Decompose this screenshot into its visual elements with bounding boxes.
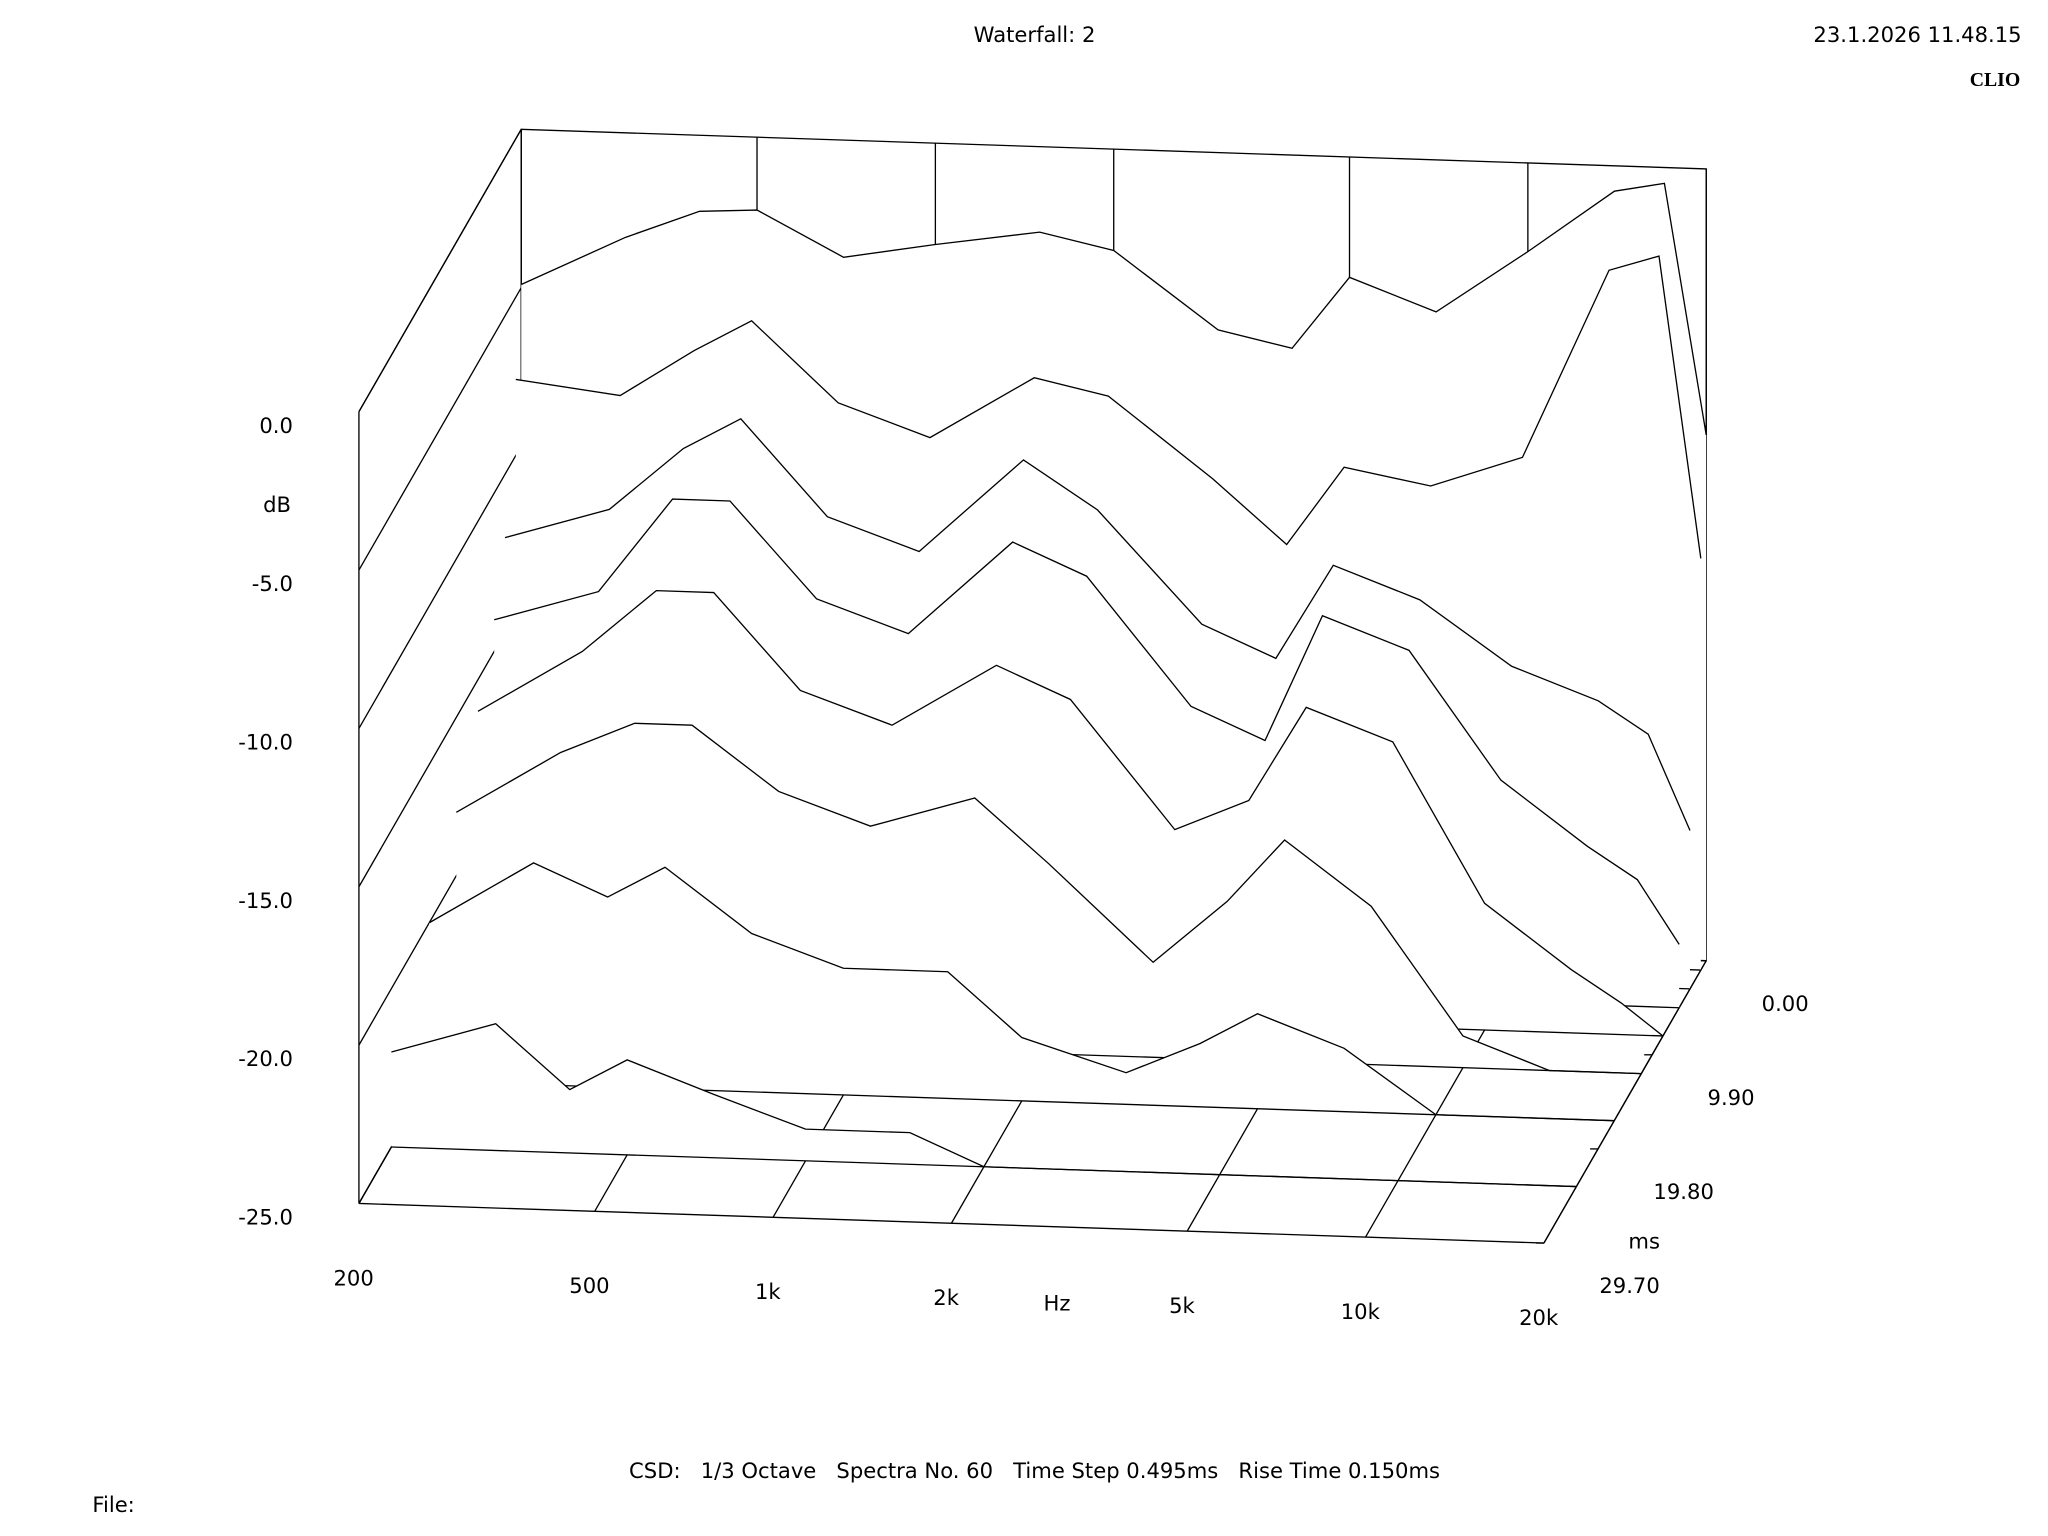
chart-title: Waterfall: 2	[974, 22, 1096, 47]
plot	[391, 182, 1707, 1188]
x-tick-label: 10k	[1341, 1299, 1381, 1324]
footer: CSD: 1/3 Octave Spectra No. 60 Time Step…	[629, 1458, 1440, 1483]
spectrum	[515, 255, 1702, 559]
spectrum	[477, 589, 1664, 1037]
z-tick-label: -20.0	[238, 1046, 293, 1071]
z-tick-label: -15.0	[238, 888, 293, 913]
spectrum	[428, 862, 1615, 1122]
z-tick-label: 0.0	[259, 413, 293, 438]
spectrum	[455, 722, 1642, 1075]
z-grid-line	[358, 445, 522, 729]
spectrum	[391, 1023, 1577, 1188]
y-tick-label: 19.80	[1653, 1179, 1713, 1204]
z-tick-label: -5.0	[252, 571, 293, 596]
z-grid-line	[358, 128, 522, 413]
x-axis-label: Hz	[1044, 1290, 1071, 1315]
x-tick-label: 20k	[1519, 1305, 1559, 1330]
spectrum-occluder	[391, 1023, 1577, 1187]
timestamp: 23.1.2026 11.48.15	[1813, 22, 2021, 47]
x-tick-label: 200	[334, 1265, 374, 1290]
spectrum	[494, 498, 1680, 945]
z-tick-label: -10.0	[238, 730, 293, 755]
z-axis-label: dB	[263, 492, 291, 517]
brand: CLIO	[1970, 69, 2021, 91]
spectrum	[504, 417, 1691, 831]
spectrum	[520, 182, 1707, 436]
spectrum-occluder	[429, 862, 1615, 1121]
z-tick-label: -25.0	[238, 1205, 293, 1230]
y-tick-label: 29.70	[1599, 1273, 1659, 1298]
y-tick-label: 9.90	[1708, 1085, 1755, 1110]
file-label: File:	[92, 1492, 134, 1517]
x-tick-label: 2k	[933, 1285, 959, 1310]
y-axis-label: ms	[1628, 1228, 1660, 1253]
x-tick-label: 500	[569, 1273, 609, 1298]
x-tick-label: 5k	[1169, 1293, 1195, 1318]
z-grid-line	[358, 287, 522, 571]
x-tick-label: 1k	[755, 1279, 781, 1304]
y-tick-label: 0.00	[1762, 991, 1809, 1016]
